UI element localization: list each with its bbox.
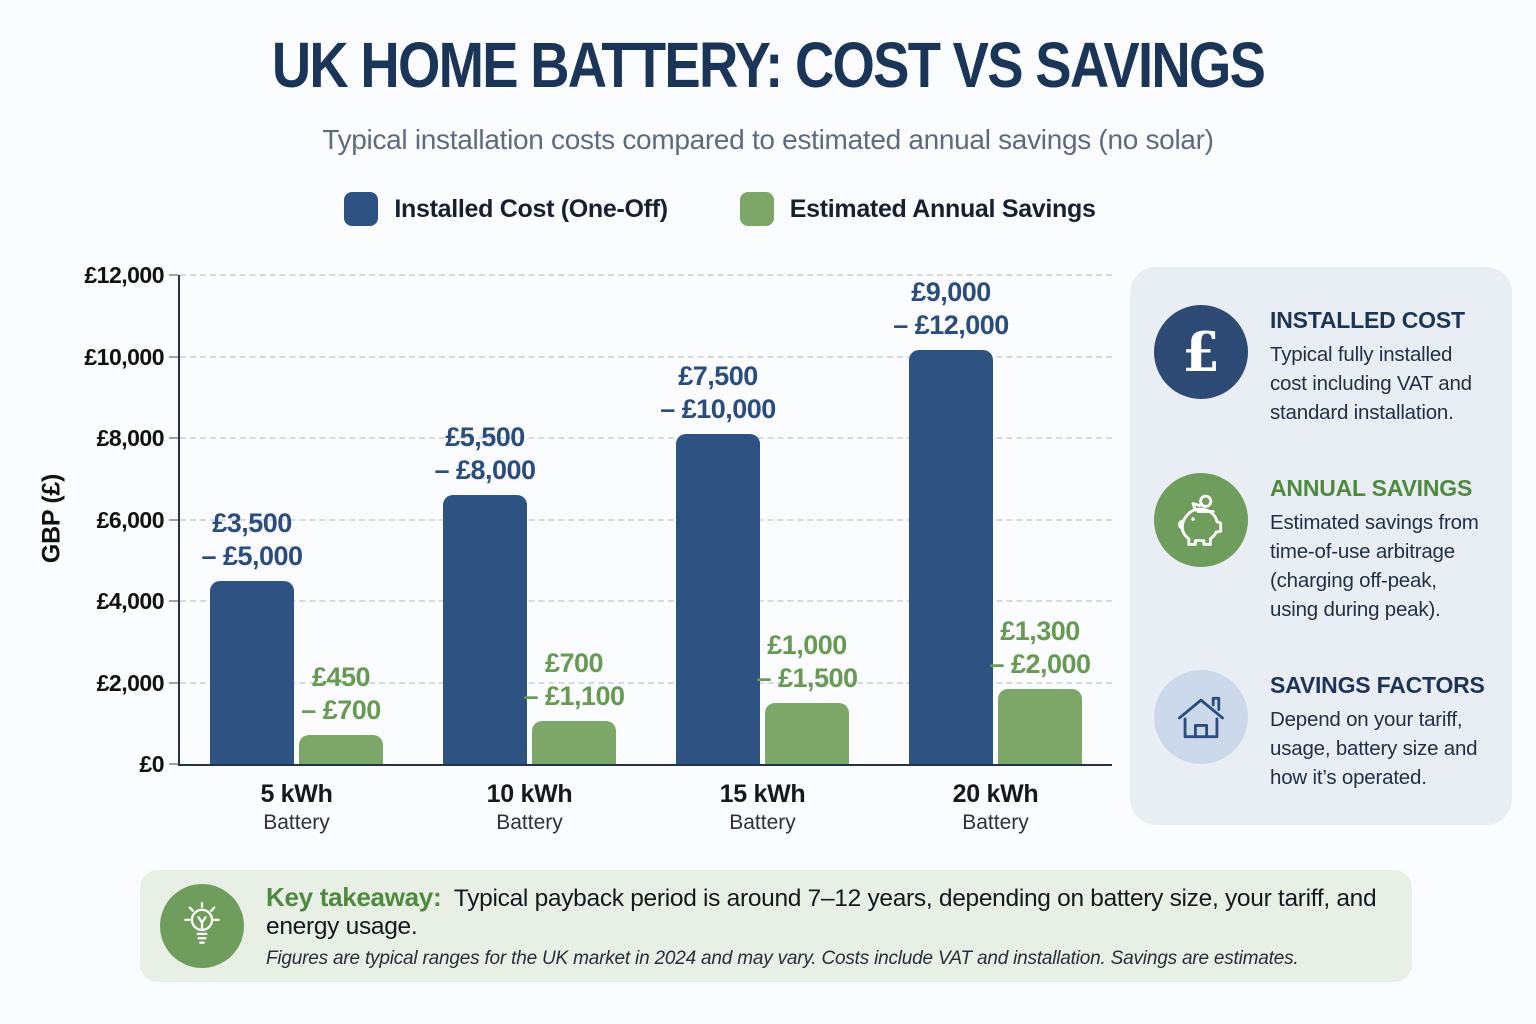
panel-body-annual-savings: Estimated savings from time-of-use arbit…: [1270, 511, 1479, 621]
y-tick-label: £8,000: [96, 425, 165, 451]
axis-tick: [169, 518, 178, 521]
piggy-bank-icon: [1154, 473, 1248, 567]
y-tick-label: £0: [139, 751, 164, 777]
gridline: [180, 437, 1112, 439]
axis-tick: [169, 681, 178, 684]
panel-item-savings-factors: SAVINGS FACTORS Depend on your tariff, u…: [1154, 670, 1486, 792]
chart-legend: Installed Cost (One-Off) Estimated Annua…: [0, 192, 1440, 226]
legend-swatch-installed-cost: [344, 192, 379, 226]
x-category-label: 10 kWh Battery: [486, 780, 573, 834]
axis-tick: [169, 274, 178, 276]
house-icon: [1154, 670, 1248, 764]
panel-heading-installed-cost: INSTALLED COST: [1270, 307, 1465, 333]
info-panel: £ INSTALLED COST Typical fully installed…: [1130, 267, 1512, 825]
savings-range-label: £1,000– £1,500: [756, 629, 858, 693]
savings-bar: [532, 721, 616, 764]
gridline: [180, 600, 1112, 602]
legend-item-annual-savings: Estimated Annual Savings: [739, 192, 1096, 226]
gridline: [180, 518, 1112, 521]
takeaway-footnote: Figures are typical ranges for the UK ma…: [266, 948, 1299, 969]
y-tick-label: £6,000: [96, 506, 165, 533]
savings-bar: [299, 735, 383, 764]
takeaway-body: Typical payback period is around 7–12 ye…: [266, 885, 1377, 940]
gridline: [180, 681, 1112, 684]
axis-tick: [169, 763, 178, 765]
x-category-label: 20 kWh Battery: [952, 780, 1039, 834]
axis-tick: [169, 355, 178, 358]
legend-label-installed-cost: Installed Cost (One-Off): [394, 194, 668, 223]
panel-body-installed-cost: Typical fully installed cost including V…: [1270, 343, 1472, 424]
cost-range-label: £3,500– £5,000: [201, 507, 303, 571]
savings-range-label: £450– £700: [301, 662, 381, 726]
axis-tick: [169, 600, 178, 602]
cost-bar: [443, 495, 527, 764]
legend-swatch-annual-savings: [739, 192, 774, 226]
panel-body-savings-factors: Depend on your tariff, usage, battery si…: [1270, 708, 1478, 789]
pound-icon: £: [1154, 305, 1248, 399]
panel-heading-savings-factors: SAVINGS FACTORS: [1270, 672, 1485, 698]
savings-bar: [998, 688, 1082, 764]
axis-tick: [169, 437, 178, 439]
cost-range-label: £9,000– £12,000: [893, 277, 1009, 341]
pound-glyph: £: [1182, 320, 1220, 384]
savings-bar: [765, 702, 849, 764]
savings-range-label: £1,300– £2,000: [989, 615, 1091, 679]
takeaway-text: Key takeaway: Typical payback period is …: [266, 882, 1382, 941]
lightbulb-icon: [160, 884, 244, 968]
cost-range-label: £5,500– £8,000: [434, 422, 536, 486]
cost-bar: [909, 350, 993, 764]
savings-range-label: £700– £1,100: [523, 648, 625, 712]
gridline: [180, 355, 1112, 358]
y-tick-label: £2,000: [96, 669, 165, 696]
x-category-label: 15 kWh Battery: [719, 780, 806, 834]
gridline: [180, 274, 1112, 276]
y-tick-label: £10,000: [84, 343, 164, 370]
legend-label-annual-savings: Estimated Annual Savings: [789, 194, 1096, 223]
key-takeaway-box: Key takeaway: Typical payback period is …: [140, 870, 1412, 982]
page-subtitle: Typical installation costs compared to e…: [322, 124, 1214, 155]
cost-range-label: £7,500– £10,000: [660, 360, 776, 424]
y-tick-label: £4,000: [96, 588, 165, 614]
legend-item-installed-cost: Installed Cost (One-Off): [344, 192, 668, 226]
y-tick-label: £12,000: [84, 262, 164, 288]
panel-item-installed-cost: £ INSTALLED COST Typical fully installed…: [1154, 305, 1486, 427]
cost-bar: [676, 433, 760, 764]
bar-chart-plot: £0 £2,000 £4,000 £6,000 £8,000 £10,000 £12,000…: [84, 262, 1112, 834]
panel-heading-annual-savings: ANNUAL SAVINGS: [1270, 475, 1473, 501]
page-title: UK HOME BATTERY: COST VS SAVINGS: [271, 29, 1266, 101]
cost-bar: [210, 580, 294, 764]
panel-item-annual-savings: ANNUAL SAVINGS Estimated savings from ti…: [1154, 473, 1486, 624]
takeaway-lead: Key takeaway:: [266, 882, 442, 912]
x-category-label: 5 kWh Battery: [260, 780, 333, 834]
